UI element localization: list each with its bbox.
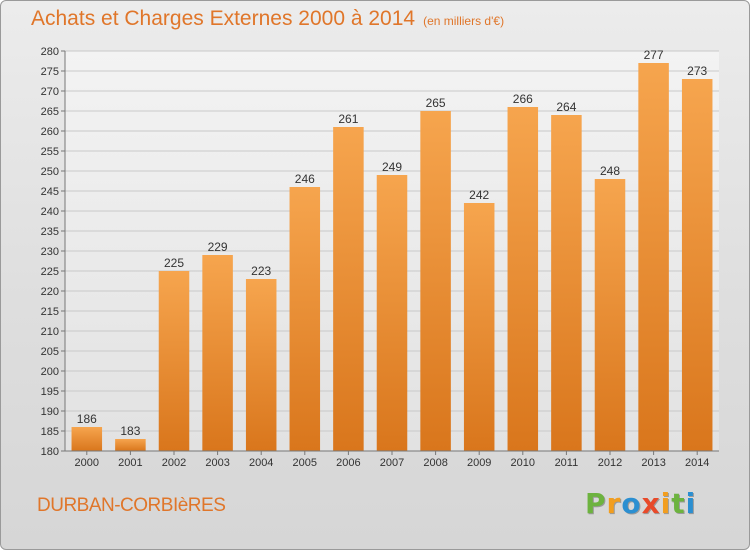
logo-letter: r xyxy=(606,487,622,520)
data-label: 246 xyxy=(295,172,315,186)
data-label: 248 xyxy=(600,164,620,178)
y-tick-label: 265 xyxy=(41,106,59,118)
data-label: 266 xyxy=(513,92,533,106)
x-tick-label: 2013 xyxy=(641,457,665,469)
y-tick-label: 210 xyxy=(41,326,59,338)
data-label: 261 xyxy=(338,112,358,126)
bar-2013 xyxy=(638,63,669,451)
y-tick-label: 205 xyxy=(41,346,59,358)
y-tick-label: 235 xyxy=(41,226,59,238)
bar-2011 xyxy=(551,115,582,451)
y-tick-label: 180 xyxy=(41,446,59,458)
logo-letter: o xyxy=(621,487,642,520)
bar-2014 xyxy=(681,79,713,451)
y-tick-label: 275 xyxy=(41,66,59,78)
data-label: 277 xyxy=(644,48,664,62)
data-label: 265 xyxy=(426,96,446,110)
x-tick-label: 2010 xyxy=(511,457,535,469)
x-tick-label: 2008 xyxy=(423,457,447,469)
y-tick-label: 270 xyxy=(41,86,59,98)
bar-2008 xyxy=(420,111,451,451)
y-tick-label: 260 xyxy=(41,126,59,138)
y-tick-label: 195 xyxy=(41,386,59,398)
data-label: 229 xyxy=(208,240,228,254)
bar-2003 xyxy=(202,255,233,451)
chart-unit: (en milliers d'€) xyxy=(423,14,505,28)
data-label: 223 xyxy=(251,264,271,278)
x-tick-label: 2011 xyxy=(555,457,579,469)
bar-2000 xyxy=(71,427,103,451)
data-label: 183 xyxy=(120,424,140,438)
x-tick-label: 2003 xyxy=(205,457,229,469)
y-tick-label: 280 xyxy=(41,46,59,58)
logo-letter: i xyxy=(660,487,672,520)
x-tick-label: 2005 xyxy=(293,457,317,469)
x-tick-label: 2006 xyxy=(336,457,360,469)
y-tick-label: 240 xyxy=(41,206,59,218)
y-tick-label: 190 xyxy=(41,406,59,418)
logo-letter: t xyxy=(671,487,686,520)
y-tick-label: 185 xyxy=(41,426,59,438)
data-label: 264 xyxy=(556,100,576,114)
data-label: 186 xyxy=(77,412,97,426)
logo-letter: x xyxy=(641,487,661,520)
y-tick-label: 220 xyxy=(41,286,59,298)
x-tick-label: 2004 xyxy=(249,457,273,469)
data-label: 242 xyxy=(469,188,489,202)
y-tick-label: 230 xyxy=(41,246,59,258)
y-tick-label: 225 xyxy=(41,266,59,278)
x-tick-label: 2002 xyxy=(162,457,186,469)
y-tick-label: 250 xyxy=(41,166,59,178)
logo-letter: P xyxy=(585,487,607,520)
x-tick-label: 2012 xyxy=(598,457,622,469)
y-tick-label: 255 xyxy=(41,146,59,158)
y-tick-label: 245 xyxy=(41,186,59,198)
x-tick-label: 2007 xyxy=(380,457,404,469)
bar-2009 xyxy=(463,203,495,451)
chart-title-text: Achats et Charges Externes 2000 à 2014 xyxy=(31,7,416,30)
bar-2001 xyxy=(115,439,146,451)
data-label: 225 xyxy=(164,256,184,270)
bar-2004 xyxy=(245,279,277,451)
x-tick-label: 2000 xyxy=(75,457,99,469)
x-tick-label: 2009 xyxy=(467,457,491,469)
y-tick-label: 200 xyxy=(41,366,59,378)
data-label: 273 xyxy=(687,64,707,78)
bar-2005 xyxy=(289,187,321,451)
proxiti-logo[interactable]: Proxiti xyxy=(585,487,696,520)
bar-2007 xyxy=(376,175,408,451)
bar-2012 xyxy=(594,179,626,451)
data-label: 249 xyxy=(382,160,402,174)
bar-2002 xyxy=(158,271,190,451)
town-name: DURBAN-CORBIèRES xyxy=(37,495,226,516)
x-tick-label: 2014 xyxy=(685,457,709,469)
x-tick-label: 2001 xyxy=(118,457,142,469)
y-tick-label: 215 xyxy=(41,306,59,318)
bar-2006 xyxy=(333,127,364,451)
bar-2010 xyxy=(507,107,539,451)
logo-letter: i xyxy=(685,487,697,520)
chart-title: Achats et Charges Externes 2000 à 2014 (e… xyxy=(31,7,504,31)
